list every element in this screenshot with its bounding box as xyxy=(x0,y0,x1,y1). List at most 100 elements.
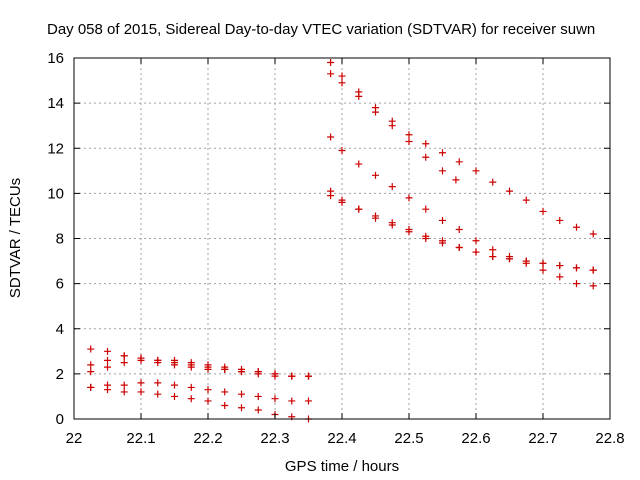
y-tick-label: 4 xyxy=(56,321,64,338)
data-point xyxy=(556,216,564,224)
data-point xyxy=(104,356,111,364)
x-tick-label: 22.2 xyxy=(193,430,222,447)
data-point xyxy=(104,386,111,394)
x-tick-label: 22 xyxy=(66,430,83,447)
data-point xyxy=(405,194,413,202)
data-point xyxy=(204,397,212,405)
data-point xyxy=(522,196,530,204)
data-point xyxy=(573,280,580,288)
data-point xyxy=(327,192,335,200)
data-point xyxy=(171,381,178,389)
data-point xyxy=(187,361,195,369)
data-point xyxy=(327,70,335,78)
data-point xyxy=(338,79,346,87)
y-tick-label: 14 xyxy=(47,95,64,112)
data-point xyxy=(422,205,430,213)
data-point xyxy=(372,212,379,220)
data-point xyxy=(372,108,379,116)
data-point xyxy=(405,131,413,139)
data-point xyxy=(338,198,346,206)
x-tick-label: 22.3 xyxy=(260,430,289,447)
data-point xyxy=(171,359,178,367)
data-point xyxy=(288,397,296,405)
data-point xyxy=(472,237,480,245)
data-point xyxy=(589,266,597,274)
y-tick-label: 2 xyxy=(56,366,64,383)
x-tick-label: 22.4 xyxy=(327,430,356,447)
data-point xyxy=(506,255,513,263)
data-point xyxy=(238,390,245,398)
data-point xyxy=(355,205,363,213)
data-point xyxy=(305,397,312,405)
data-point xyxy=(238,404,245,412)
series-9 xyxy=(327,187,597,274)
x-tick-label: 22.1 xyxy=(126,430,155,447)
x-tick-label: 22.5 xyxy=(394,430,423,447)
data-point xyxy=(338,72,346,80)
data-point xyxy=(539,259,547,267)
data-point xyxy=(221,401,229,409)
data-point xyxy=(288,372,296,380)
data-point xyxy=(254,392,262,400)
data-point xyxy=(104,347,111,355)
data-point xyxy=(154,379,162,387)
data-point xyxy=(589,282,597,290)
y-tick-labels: 0 2 4 6 8 10 12 14 16 xyxy=(47,50,64,428)
data-point xyxy=(422,140,430,148)
axis-ticks xyxy=(73,57,611,420)
chart-title: Day 058 of 2015, Sidereal Day-to-day VTE… xyxy=(47,21,595,38)
data-point xyxy=(87,368,95,376)
y-axis-label: SDTVAR / TECUs xyxy=(7,178,24,298)
data-point xyxy=(372,171,379,179)
data-point xyxy=(221,365,229,373)
data-point xyxy=(489,253,497,261)
data-point xyxy=(439,149,446,157)
data-point xyxy=(154,356,162,364)
data-point xyxy=(439,216,446,224)
data-point xyxy=(271,370,279,378)
data-point xyxy=(422,153,430,161)
y-tick-label: 8 xyxy=(56,231,64,248)
data-point xyxy=(472,167,480,175)
data-point xyxy=(439,237,446,245)
data-point xyxy=(254,406,262,414)
data-point xyxy=(388,183,396,191)
data-point xyxy=(388,219,396,227)
y-tick-label: 16 xyxy=(47,50,64,67)
data-point xyxy=(187,395,195,403)
series-8 xyxy=(327,133,597,290)
data-point xyxy=(573,264,580,272)
data-point xyxy=(573,223,580,231)
data-point xyxy=(238,368,245,376)
y-tick-label: 0 xyxy=(56,411,64,428)
x-tick-label: 22.8 xyxy=(595,430,624,447)
data-point xyxy=(271,395,279,403)
data-point xyxy=(221,388,229,396)
data-point xyxy=(539,266,547,274)
y-tick-label: 10 xyxy=(47,185,64,202)
series-6 xyxy=(327,59,597,238)
data-point xyxy=(589,230,597,238)
data-point xyxy=(327,59,335,67)
data-point xyxy=(556,273,564,281)
data-point xyxy=(254,368,262,376)
data-point xyxy=(405,225,413,233)
data-point xyxy=(137,356,145,364)
data-point xyxy=(388,122,396,130)
data-point xyxy=(305,372,312,380)
grid-lines xyxy=(74,58,610,419)
data-point xyxy=(522,257,530,265)
x-axis-label: GPS time / hours xyxy=(285,458,399,475)
data-point xyxy=(204,363,212,371)
data-point xyxy=(455,225,463,233)
data-point xyxy=(327,133,335,141)
data-point xyxy=(120,388,128,396)
data-point xyxy=(355,160,363,168)
data-point xyxy=(137,388,145,396)
data-point xyxy=(171,392,178,400)
series-7 xyxy=(327,70,460,184)
data-point xyxy=(506,187,513,195)
data-point xyxy=(489,178,497,186)
series-10 xyxy=(327,192,597,274)
